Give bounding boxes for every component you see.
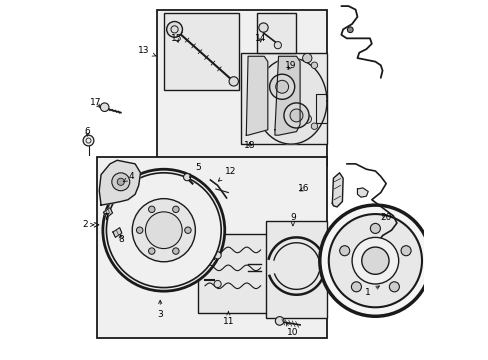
Text: 18: 18 [244,141,255,150]
Text: 15: 15 [170,34,182,43]
Circle shape [361,247,388,274]
Circle shape [183,174,190,181]
Circle shape [310,62,317,68]
Bar [156,10,326,166]
Text: 20: 20 [380,213,391,222]
Circle shape [269,74,294,99]
Circle shape [112,173,129,191]
Circle shape [275,80,288,93]
Circle shape [275,317,284,325]
Text: 8: 8 [118,235,123,244]
Circle shape [303,115,311,123]
Circle shape [172,248,179,254]
Polygon shape [274,56,300,135]
Circle shape [346,27,352,33]
Circle shape [136,227,142,233]
Circle shape [106,173,221,288]
Circle shape [351,282,361,292]
Polygon shape [357,188,367,197]
Text: 16: 16 [297,184,309,193]
Circle shape [400,246,410,256]
Circle shape [302,53,311,63]
Circle shape [274,41,281,49]
Circle shape [319,205,430,316]
Circle shape [284,103,308,128]
Text: 5: 5 [189,163,201,177]
Polygon shape [99,160,140,205]
Text: 2: 2 [82,220,94,229]
Circle shape [258,23,267,32]
Bar [163,13,239,90]
Circle shape [310,123,317,130]
Circle shape [351,237,398,284]
Circle shape [148,248,155,254]
Circle shape [83,135,94,146]
Bar [265,221,326,318]
Text: 3: 3 [157,300,163,319]
Circle shape [132,199,195,262]
Circle shape [339,246,349,256]
Text: 9: 9 [289,213,295,226]
Text: 19: 19 [285,61,296,70]
Text: 12: 12 [218,167,235,181]
Text: 4: 4 [123,172,134,182]
Bar [257,13,296,53]
Text: 13: 13 [138,46,156,56]
Polygon shape [246,56,267,135]
Circle shape [184,227,191,233]
Circle shape [214,280,221,288]
Text: 17: 17 [90,98,101,107]
Text: 6: 6 [84,127,90,136]
Polygon shape [255,58,326,144]
Circle shape [166,22,182,37]
Polygon shape [113,228,122,237]
Polygon shape [103,208,112,218]
Circle shape [117,178,124,185]
Circle shape [172,206,179,212]
Polygon shape [332,173,343,207]
Bar [198,234,267,313]
Circle shape [289,109,303,122]
Polygon shape [316,94,326,123]
Bar [97,157,326,338]
Circle shape [328,214,421,307]
Bar [241,53,326,144]
Circle shape [228,77,238,86]
Circle shape [388,282,399,292]
Text: 1: 1 [365,286,379,297]
Text: 11: 11 [222,311,234,326]
Circle shape [100,103,109,112]
Text: 10: 10 [285,322,298,337]
Polygon shape [247,80,258,98]
Circle shape [148,206,155,212]
Circle shape [102,169,224,291]
Circle shape [214,252,221,259]
Circle shape [145,212,182,248]
Circle shape [369,224,380,233]
Text: 14: 14 [254,34,266,43]
Text: 7: 7 [103,213,109,222]
